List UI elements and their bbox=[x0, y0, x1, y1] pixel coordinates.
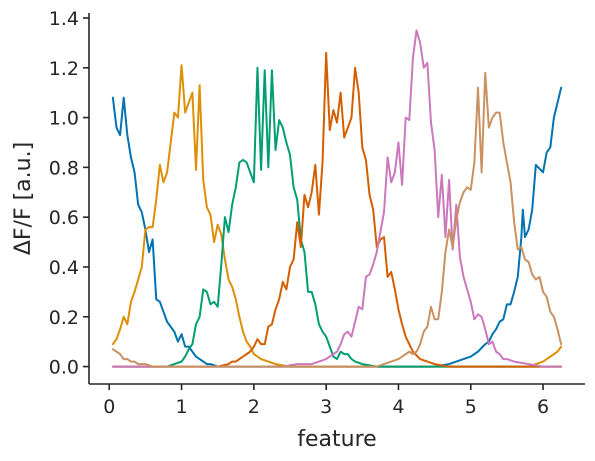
x-tick-label: 3 bbox=[320, 396, 332, 418]
x-tick-label: 0 bbox=[103, 396, 115, 418]
x-axis-label: feature bbox=[297, 427, 376, 452]
plot-area bbox=[111, 29, 563, 368]
y-tick-label: 1.2 bbox=[49, 58, 79, 80]
series-line-3 bbox=[111, 66, 563, 368]
x-axis-ticks: 0 1 2 3 4 5 6 bbox=[103, 384, 549, 418]
x-tick-label: 4 bbox=[392, 396, 404, 418]
y-axis-ticks: 0.0 0.2 0.4 0.6 0.8 1.0 1.2 1.4 bbox=[49, 8, 89, 379]
series-line-4 bbox=[111, 51, 563, 368]
series-line-1 bbox=[111, 86, 563, 368]
y-tick-label: 1.4 bbox=[49, 8, 79, 30]
x-tick-label: 6 bbox=[537, 396, 549, 418]
y-tick-label: 1.0 bbox=[49, 108, 79, 130]
y-tick-label: 0.6 bbox=[49, 207, 79, 229]
series-line-2 bbox=[111, 64, 563, 368]
x-tick-label: 2 bbox=[248, 396, 260, 418]
y-tick-label: 0.4 bbox=[49, 257, 79, 279]
y-axis-label: ΔF/F [a.u.] bbox=[11, 142, 36, 255]
series-line-5 bbox=[111, 29, 563, 368]
x-tick-label: 1 bbox=[176, 396, 188, 418]
series-line-6 bbox=[111, 71, 563, 368]
y-tick-label: 0.2 bbox=[49, 307, 79, 329]
y-tick-label: 0.0 bbox=[49, 357, 79, 379]
y-tick-label: 0.8 bbox=[49, 157, 79, 179]
x-tick-label: 5 bbox=[465, 396, 477, 418]
